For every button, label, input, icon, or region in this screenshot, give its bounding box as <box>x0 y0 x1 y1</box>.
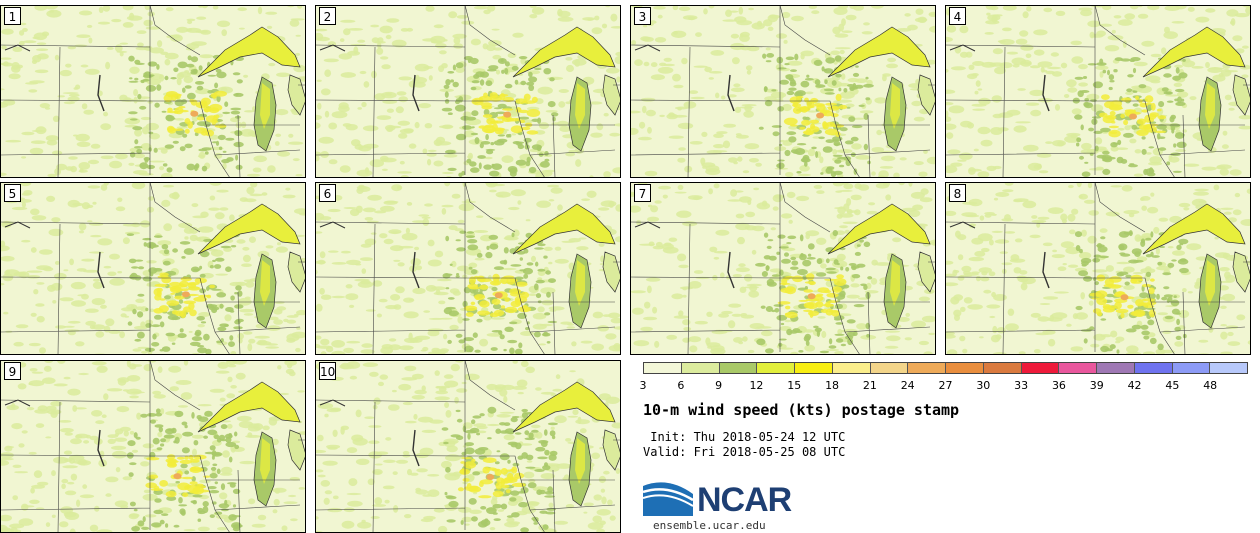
colorbar-swatch <box>795 363 833 373</box>
colorbar-swatch <box>1172 363 1211 373</box>
member-number: 6 <box>319 184 336 202</box>
colorbar-swatch <box>757 363 795 373</box>
colorbar <box>643 362 1248 374</box>
colorbar-tick-label: 24 <box>900 379 915 392</box>
ncar-logo-icon <box>643 482 694 516</box>
colorbar-ticks: 3 6 9 12 15 18 21 24 27 30 33 36 39 42 45 48 <box>639 379 1248 393</box>
colorbar-swatch <box>1021 363 1060 373</box>
wind-speed-map <box>945 182 1251 355</box>
wind-speed-map <box>315 360 621 533</box>
colorbar-tick-label: 39 <box>1089 379 1104 392</box>
map-panel: 9 <box>0 360 306 533</box>
member-number: 2 <box>319 7 336 25</box>
member-number: 10 <box>319 362 336 380</box>
map-panel: 3 <box>630 5 936 178</box>
colorbar-swatch <box>832 363 871 373</box>
member-number: 7 <box>634 184 651 202</box>
colorbar-swatch <box>1210 363 1247 373</box>
colorbar-tick-label: 18 <box>825 379 840 392</box>
member-number: 9 <box>4 362 21 380</box>
colorbar-swatch <box>983 363 1022 373</box>
member-number: 8 <box>949 184 966 202</box>
site-url: ensemble.ucar.edu <box>653 519 766 532</box>
wind-speed-map <box>630 5 936 178</box>
logo-wordmark: NCAR <box>697 481 792 519</box>
wind-speed-map <box>945 5 1251 178</box>
colorbar-swatch <box>644 363 682 373</box>
colorbar-tick-label: 36 <box>1051 379 1066 392</box>
colorbar-tick-label: 30 <box>976 379 991 392</box>
figure-title: 10-m wind speed (kts) postage stamp <box>643 401 960 419</box>
member-number: 1 <box>4 7 21 25</box>
colorbar-tick-label: 6 <box>677 379 685 392</box>
colorbar-tick-label: 12 <box>749 379 764 392</box>
wind-speed-map <box>0 182 306 355</box>
colorbar-tick-label: 3 <box>639 379 647 392</box>
map-panel: 1 <box>0 5 306 178</box>
colorbar-swatch <box>870 363 909 373</box>
colorbar-tick-label: 45 <box>1165 379 1180 392</box>
member-number: 5 <box>4 184 21 202</box>
colorbar-swatch <box>908 363 946 373</box>
colorbar-tick-label: 9 <box>715 379 723 392</box>
wind-speed-map <box>315 5 621 178</box>
init-time: Init: Thu 2018-05-24 12 UTC <box>643 430 846 444</box>
wind-speed-map <box>630 182 936 355</box>
member-number: 4 <box>949 7 966 25</box>
map-panel: 4 <box>945 5 1251 178</box>
wind-speed-map <box>0 5 306 178</box>
map-panel: 2 <box>315 5 621 178</box>
valid-time: Valid: Fri 2018-05-25 08 UTC <box>643 445 846 459</box>
colorbar-tick-label: 48 <box>1203 379 1218 392</box>
colorbar-tick-label: 15 <box>787 379 802 392</box>
wind-speed-map <box>0 360 306 533</box>
colorbar-swatch <box>681 363 720 373</box>
map-panel: 10 <box>315 360 621 533</box>
map-panel: 6 <box>315 182 621 355</box>
colorbar-swatch <box>946 363 984 373</box>
colorbar-tick-label: 33 <box>1014 379 1029 392</box>
wind-speed-map <box>315 182 621 355</box>
map-panel: 7 <box>630 182 936 355</box>
colorbar-tick-label: 21 <box>862 379 877 392</box>
colorbar-swatch <box>1134 363 1173 373</box>
colorbar-swatch <box>719 363 758 373</box>
colorbar-swatch <box>1097 363 1135 373</box>
member-number: 3 <box>634 7 651 25</box>
map-panel: 8 <box>945 182 1251 355</box>
colorbar-swatch <box>1059 363 1097 373</box>
colorbar-tick-label: 42 <box>1127 379 1142 392</box>
map-panel: 5 <box>0 182 306 355</box>
colorbar-tick-label: 27 <box>938 379 953 392</box>
